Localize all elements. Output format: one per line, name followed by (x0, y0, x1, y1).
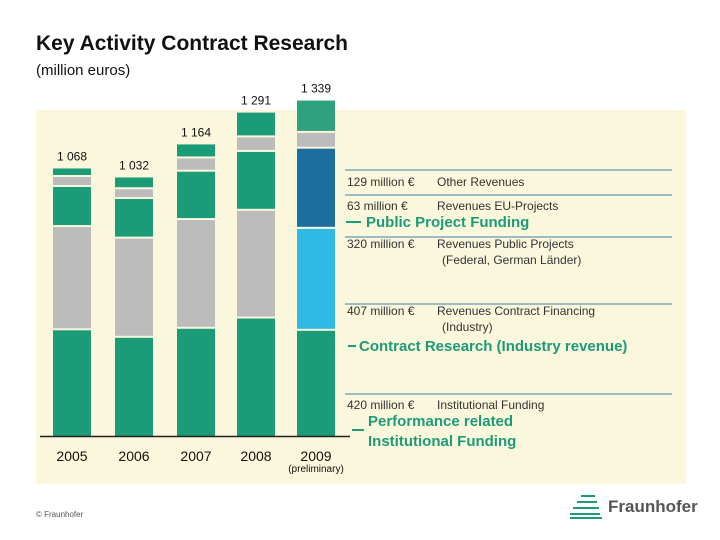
annotation-desc-4: Revenues Contract Financing (437, 304, 595, 318)
annotation-desc-1: Other Revenues (437, 175, 524, 189)
group-label-performance-related: Performance related (368, 413, 513, 430)
bar-2005-eu-projects (53, 176, 91, 186)
bar-2006-public-projects (115, 199, 153, 237)
category-label-2005: 2005 (56, 448, 87, 464)
bar-2006-other-revenues (115, 177, 153, 188)
annotation-value-3: 320 million € (347, 237, 415, 251)
annotation-value-2: 63 million € (347, 199, 408, 213)
bar-2008-contract-financing (237, 210, 275, 317)
bar-2005-institutional (53, 330, 91, 436)
bar-2009-public-projects (297, 148, 335, 227)
total-label-2007: 1 164 (181, 125, 211, 139)
total-label-2008: 1 291 (241, 94, 271, 108)
page-title: Key Activity Contract Research (36, 32, 349, 55)
group-label-contract-research: Contract Research (Industry revenue) (359, 338, 627, 355)
bar-2005-other-revenues (53, 168, 91, 175)
annotation-value-4: 407 million € (347, 304, 415, 318)
total-label-2009: 1 339 (301, 82, 331, 96)
copyright-footer: © Fraunhofer (36, 510, 84, 519)
annotation-value-5: 420 million € (347, 398, 415, 412)
bar-2007-contract-financing (177, 220, 215, 327)
fraunhofer-logo-icon (570, 495, 602, 519)
annotation-desc-3: Revenues Public Projects (437, 237, 574, 251)
logo-text: Fraunhofer (608, 497, 698, 516)
bar-2009-other-revenues (297, 100, 335, 131)
category-note-2009: (preliminary) (288, 464, 344, 475)
annotation-desc-2: Revenues EU-Projects (437, 199, 558, 213)
annotation-desc2-3: (Federal, German Länder) (442, 253, 581, 267)
bar-2009-eu-projects (297, 132, 335, 147)
group-label-institutional-funding: Institutional Funding (368, 433, 516, 450)
category-label-2007: 2007 (180, 448, 211, 464)
total-label-2006: 1 032 (119, 158, 149, 172)
bar-2005-contract-financing (53, 227, 91, 329)
group-label-public-project-funding: Public Project Funding (366, 214, 529, 231)
bar-2007-eu-projects (177, 158, 215, 170)
category-label-2006: 2006 (118, 448, 149, 464)
bar-2008-eu-projects (237, 137, 275, 150)
bar-2007-public-projects (177, 171, 215, 219)
bar-2006-eu-projects (115, 189, 153, 198)
annotation-desc-5: Institutional Funding (437, 398, 544, 412)
bar-2008-other-revenues (237, 112, 275, 136)
fraunhofer-logo: Fraunhofer (570, 493, 698, 521)
bar-2008-institutional (237, 318, 275, 436)
bar-2006-institutional (115, 337, 153, 436)
page-subtitle: (million euros) (36, 62, 131, 79)
annotation-desc2-4: (Industry) (442, 320, 493, 334)
category-label-2008: 2008 (240, 448, 271, 464)
bar-2006-contract-financing (115, 238, 153, 336)
bar-2005-public-projects (53, 187, 91, 226)
bar-2008-public-projects (237, 151, 275, 209)
bar-2007-institutional (177, 328, 215, 436)
bar-2007-other-revenues (177, 144, 215, 157)
category-label-2009: 2009 (300, 448, 331, 464)
total-label-2005: 1 068 (57, 149, 87, 163)
bar-2009-institutional (297, 330, 335, 436)
annotation-value-1: 129 million € (347, 175, 415, 189)
bar-2009-contract-financing (297, 228, 335, 329)
